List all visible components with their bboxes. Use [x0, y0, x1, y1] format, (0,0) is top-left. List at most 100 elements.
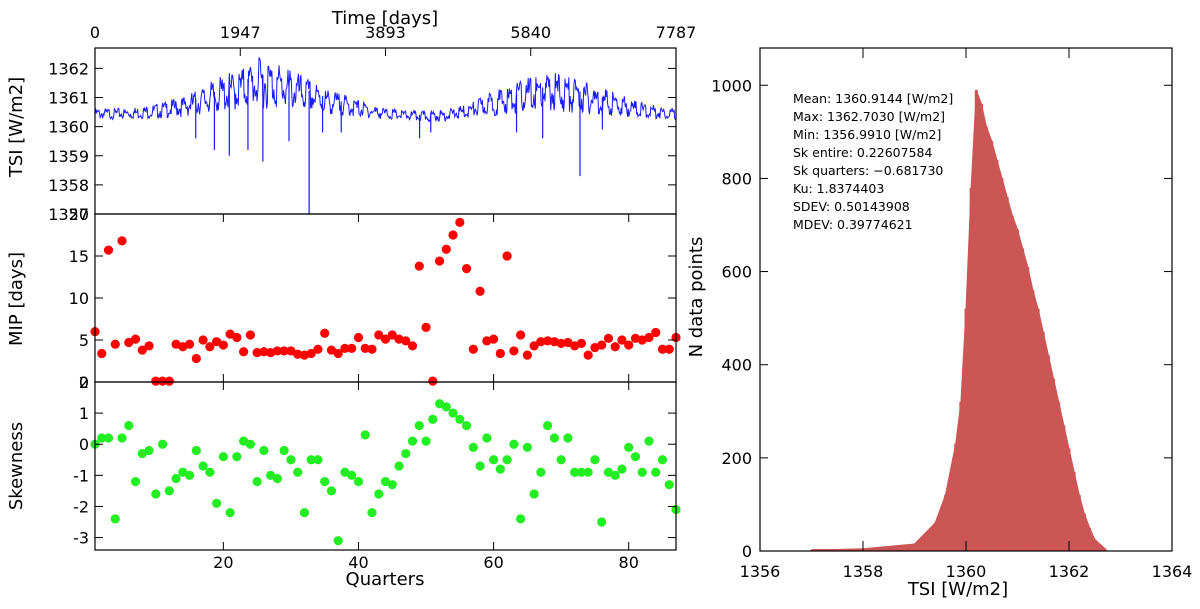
mip-point-57	[475, 286, 485, 296]
mip-point-46	[401, 336, 411, 346]
mip-point-41	[367, 344, 377, 354]
hist-ytick-label-5: 1000	[711, 76, 752, 95]
skewness-point-42	[374, 489, 384, 499]
hist-ytick-label-4: 800	[721, 169, 752, 188]
mip-ytick-label-0: 0	[79, 373, 89, 392]
skewness-axis-title: Skewness	[6, 422, 27, 510]
histogram-bar-19	[1026, 266, 1030, 551]
histogram-bar-30	[1082, 513, 1086, 551]
mip-point-64	[522, 350, 532, 360]
mip-point-78	[617, 335, 627, 345]
hist-xtick-label-4: 1364	[1152, 562, 1193, 581]
skewness-point-58	[482, 433, 492, 443]
skewness-point-81	[637, 467, 647, 477]
histogram-bar-6	[959, 401, 963, 551]
mip-point-19	[218, 340, 228, 350]
skewness-point-24	[252, 476, 262, 487]
mip-point-14	[184, 339, 195, 349]
skewness-point-67	[543, 420, 553, 431]
histogram-bars-group	[810, 89, 1107, 552]
mip-ticks-group: 0 5 10 15 20	[69, 205, 676, 392]
histogram-bar-23	[1046, 355, 1050, 551]
skewness-xtick-label-1: 40	[348, 553, 368, 572]
skewness-point-72	[576, 467, 587, 477]
hist-ytick-label-1: 200	[721, 449, 752, 468]
tsi-panel-frame	[94, 47, 677, 215]
skewness-point-3	[110, 514, 120, 524]
skewness-point-49	[421, 436, 431, 446]
skewness-point-71	[570, 467, 580, 477]
histogram-bar-9	[974, 89, 978, 552]
skewness-point-45	[394, 461, 404, 471]
mip-point-4	[117, 236, 127, 246]
skewness-ytick-label-4: 1	[79, 404, 89, 423]
histogram-bar-10	[979, 103, 983, 551]
histogram-bar-5	[954, 443, 958, 551]
skewness-point-47	[407, 436, 418, 446]
skewness-point-8	[144, 445, 154, 456]
stat-min: Min: 1356.9910 [W/m2]	[793, 127, 941, 142]
skewness-point-33	[313, 455, 323, 465]
mip-point-10	[157, 376, 168, 386]
tsi-line-group	[94, 56, 677, 214]
skewness-ticks-group: -3 -2 -1 0 1 2 20 40 60 80	[73, 373, 676, 572]
mip-points-group	[90, 217, 681, 386]
skewness-point-23	[245, 439, 255, 449]
time-xtick-label-4: 7787	[656, 23, 697, 42]
mip-point-11	[164, 376, 174, 386]
mip-point-52	[441, 244, 451, 254]
mip-point-54	[455, 217, 465, 227]
mip-ytick-label-3: 15	[69, 247, 89, 266]
stat-mdev: MDEV: 0.39774621	[793, 217, 913, 232]
histogram-bar-25	[1057, 401, 1061, 551]
histogram-bar-11	[985, 127, 989, 551]
skewness-panel: Skewness Quarters -3 -2 -1 0 1 2 20 40 60 80	[6, 373, 681, 590]
mip-point-9	[151, 376, 161, 386]
mip-point-67	[543, 336, 553, 346]
mip-point-24	[252, 348, 262, 358]
stat-mean: Mean: 1360.9144 [W/m2]	[793, 91, 953, 106]
skewness-point-39	[353, 476, 364, 487]
skewness-point-55	[461, 420, 472, 431]
skewness-point-73	[583, 467, 593, 477]
skewness-ytick-label-0: -3	[73, 529, 89, 548]
skewness-point-21	[232, 452, 242, 462]
skewness-point-19	[218, 452, 228, 462]
skewness-point-18	[212, 498, 222, 508]
histogram-bar-27	[1067, 448, 1071, 551]
skewness-point-6	[130, 476, 141, 487]
tsi-ytick-label-3: 1360	[48, 118, 89, 137]
mip-point-79	[624, 340, 634, 350]
skewness-point-1	[97, 433, 107, 443]
skewness-point-46	[401, 448, 411, 459]
skewness-ytick-label-2: -1	[73, 466, 89, 485]
skewness-point-60	[495, 464, 505, 474]
skewness-xtick-label-2: 60	[483, 553, 503, 572]
skewness-point-44	[387, 480, 397, 490]
mip-point-32	[306, 348, 316, 359]
skewness-point-5	[124, 420, 134, 431]
skewness-point-31	[299, 508, 310, 518]
mip-point-25	[259, 347, 269, 357]
mip-point-22	[239, 347, 249, 357]
mip-point-59	[488, 334, 499, 344]
histogram-bar-8	[969, 187, 973, 551]
quarters-axis-title: Quarters	[346, 569, 425, 590]
mip-ytick-label-1: 5	[79, 331, 89, 350]
skewness-point-53	[448, 408, 458, 418]
histogram-bar-29	[1077, 495, 1081, 551]
mip-point-2	[103, 245, 114, 255]
histogram-bar-18	[1021, 248, 1025, 551]
skewness-point-66	[536, 467, 546, 477]
histogram-bar-7	[964, 308, 968, 551]
mip-point-72	[576, 338, 587, 348]
histogram-ticks-group: 0 200 400 600 800 1000 1356 1358 1360 1362 1364	[711, 48, 1192, 581]
mip-point-56	[468, 344, 478, 354]
mip-point-8	[144, 341, 154, 351]
time-xtick-label-3: 5840	[510, 23, 551, 42]
mip-point-77	[610, 342, 620, 352]
skewness-point-68	[549, 433, 559, 443]
skewness-point-78	[617, 464, 627, 474]
mip-point-50	[428, 376, 438, 386]
skewness-point-54	[455, 414, 465, 424]
